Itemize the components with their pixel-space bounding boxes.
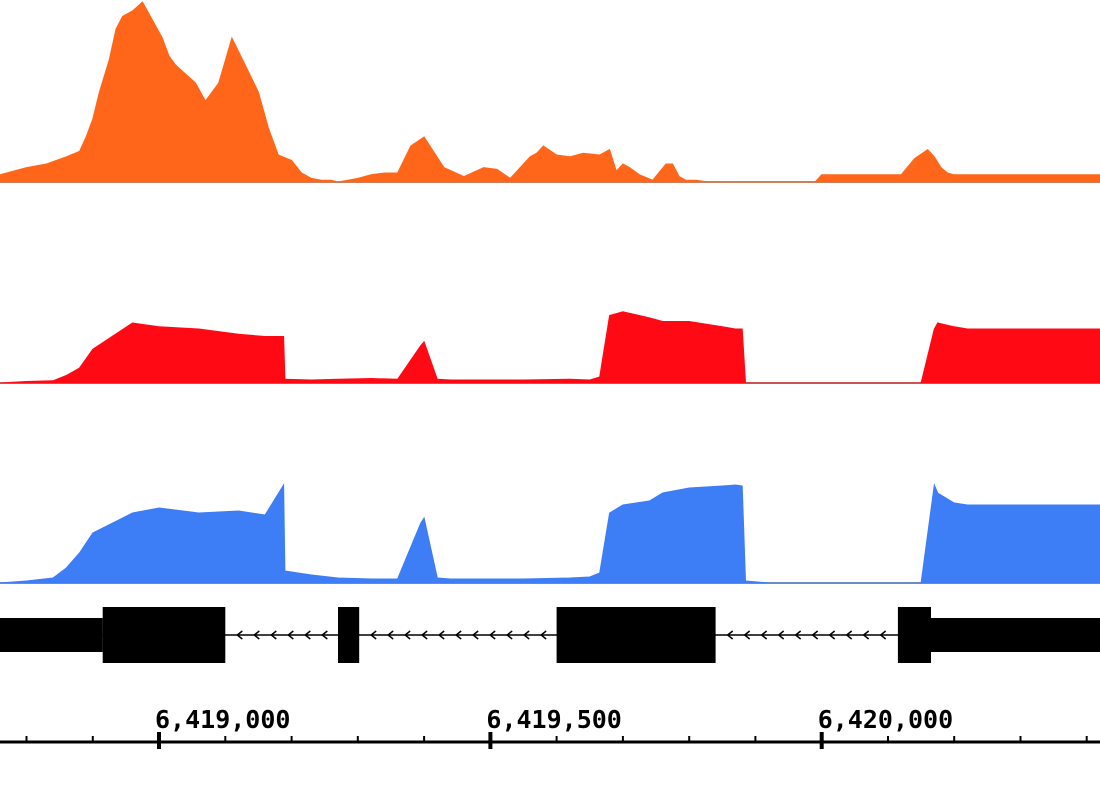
ruler-tick-label: 6,420,000 bbox=[818, 705, 953, 734]
strand-arrow bbox=[522, 630, 530, 640]
strand-arrow bbox=[437, 630, 445, 640]
strand-arrow bbox=[454, 630, 462, 640]
gene-exon-6 bbox=[931, 618, 1100, 652]
gene-exon-5 bbox=[897, 607, 931, 663]
strand-arrow bbox=[420, 630, 428, 640]
strand-arrow bbox=[471, 630, 479, 640]
coverage-area-track-1 bbox=[0, 1, 1100, 183]
strand-arrow bbox=[743, 630, 751, 640]
strand-arrow bbox=[321, 630, 328, 640]
strand-arrow bbox=[236, 630, 243, 640]
gene-exon-1 bbox=[0, 618, 103, 652]
coverage-area-track-2 bbox=[0, 311, 1100, 384]
strand-arrow bbox=[879, 630, 887, 640]
strand-arrow bbox=[794, 630, 802, 640]
strand-arrow bbox=[386, 630, 394, 640]
strand-arrow bbox=[287, 630, 294, 640]
gene-exon-4 bbox=[556, 607, 716, 663]
strand-arrow bbox=[369, 630, 377, 640]
strand-arrow bbox=[845, 630, 853, 640]
strand-arrow bbox=[270, 630, 277, 640]
ruler-tick-label: 6,419,500 bbox=[486, 705, 621, 734]
strand-arrow bbox=[539, 630, 547, 640]
strand-arrow bbox=[862, 630, 870, 640]
strand-arrow bbox=[488, 630, 496, 640]
strand-arrow bbox=[828, 630, 836, 640]
strand-arrow bbox=[726, 630, 734, 640]
strand-arrow bbox=[760, 630, 768, 640]
ruler-tick-label: 6,419,000 bbox=[155, 705, 290, 734]
strand-arrow bbox=[811, 630, 819, 640]
coverage-area-track-3 bbox=[0, 483, 1100, 584]
strand-arrow bbox=[403, 630, 411, 640]
gene-exon-2 bbox=[102, 607, 226, 663]
gene-exon-3 bbox=[338, 607, 360, 663]
strand-arrow bbox=[304, 630, 311, 640]
strand-arrow bbox=[777, 630, 785, 640]
strand-arrow bbox=[253, 630, 260, 640]
strand-arrow bbox=[505, 630, 513, 640]
